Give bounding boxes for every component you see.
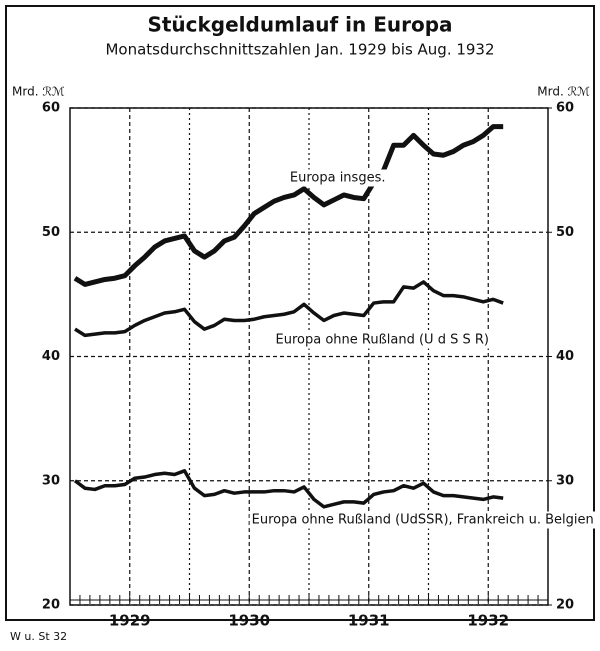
frame xyxy=(5,5,595,621)
y2-tick-label: 50 xyxy=(556,225,574,240)
series-label: Europa insges. xyxy=(290,171,386,186)
label-bg xyxy=(273,331,491,349)
y2-axis-label: Mrd. ℛℳ xyxy=(537,85,590,99)
y-tick-label: 30 xyxy=(42,473,60,488)
y2-tick-label: 40 xyxy=(556,349,574,364)
label-bg xyxy=(249,511,596,529)
x-tick-label: 1930 xyxy=(228,612,270,630)
y2-tick-label: 20 xyxy=(556,598,574,613)
source: W u. St 32 xyxy=(10,630,67,643)
series-label: Europa ohne Rußland (U d S S R) xyxy=(276,333,489,348)
series-line xyxy=(73,469,504,509)
series-label: Europa ohne Rußland (UdSSR), Frankreich … xyxy=(252,513,594,528)
y-tick-label: 40 xyxy=(42,349,60,364)
y-tick-label: 50 xyxy=(42,225,60,240)
y-tick-label: 60 xyxy=(42,101,60,116)
x-tick-label: 1929 xyxy=(109,612,151,630)
y-tick-label: 20 xyxy=(42,598,60,613)
y-axis-label: Mrd. ℛℳ xyxy=(12,85,65,99)
y2-tick-label: 30 xyxy=(556,473,574,488)
x-tick-label: 1932 xyxy=(467,612,509,630)
y2-tick-label: 60 xyxy=(556,101,574,116)
x-tick-label: 1931 xyxy=(348,612,390,630)
chart-title: Stückgeldumlauf in Europa xyxy=(147,13,452,37)
series-line xyxy=(73,124,504,287)
chart-subtitle: Monatsdurchschnittszahlen Jan. 1929 bis … xyxy=(105,41,494,59)
label-bg xyxy=(287,169,388,187)
series-line xyxy=(74,280,504,338)
